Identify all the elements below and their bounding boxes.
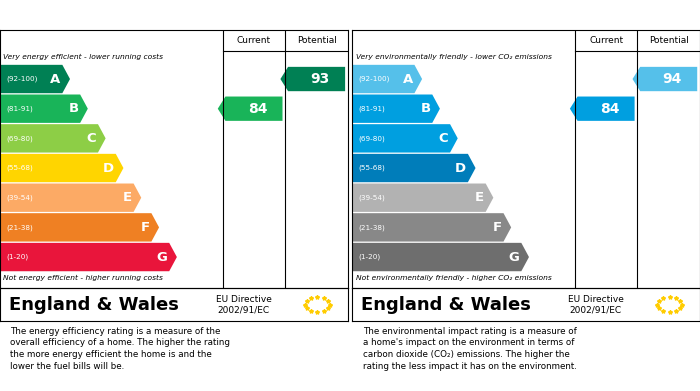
Text: England & Wales: England & Wales bbox=[8, 296, 178, 314]
Text: EU Directive
2002/91/EC: EU Directive 2002/91/EC bbox=[216, 295, 272, 314]
Text: (55-68): (55-68) bbox=[358, 165, 385, 171]
Text: Potential: Potential bbox=[649, 36, 689, 45]
Text: The environmental impact rating is a measure of
a home's impact on the environme: The environmental impact rating is a mea… bbox=[363, 326, 576, 371]
Text: B: B bbox=[69, 102, 78, 115]
Text: (81-91): (81-91) bbox=[6, 106, 33, 112]
Text: F: F bbox=[141, 221, 150, 234]
Text: Energy Efficiency Rating: Energy Efficiency Rating bbox=[8, 9, 181, 22]
Text: Current: Current bbox=[237, 36, 271, 45]
Text: (92-100): (92-100) bbox=[358, 76, 390, 82]
Text: Very energy efficient - lower running costs: Very energy efficient - lower running co… bbox=[4, 54, 164, 60]
Polygon shape bbox=[570, 97, 635, 121]
Polygon shape bbox=[218, 97, 283, 121]
Text: Current: Current bbox=[589, 36, 623, 45]
Text: (1-20): (1-20) bbox=[358, 254, 381, 260]
Polygon shape bbox=[352, 124, 458, 152]
Polygon shape bbox=[281, 67, 345, 91]
Text: (81-91): (81-91) bbox=[358, 106, 385, 112]
Text: C: C bbox=[87, 132, 96, 145]
Polygon shape bbox=[0, 183, 141, 212]
Text: (69-80): (69-80) bbox=[6, 135, 33, 142]
Text: (92-100): (92-100) bbox=[6, 76, 38, 82]
Polygon shape bbox=[0, 95, 88, 123]
Text: 93: 93 bbox=[310, 72, 330, 86]
Text: B: B bbox=[421, 102, 430, 115]
Text: 84: 84 bbox=[248, 102, 267, 116]
Polygon shape bbox=[0, 124, 106, 152]
Text: D: D bbox=[103, 161, 114, 174]
Polygon shape bbox=[352, 65, 422, 93]
Text: E: E bbox=[122, 191, 132, 204]
Text: (39-54): (39-54) bbox=[6, 194, 33, 201]
Text: Not energy efficient - higher running costs: Not energy efficient - higher running co… bbox=[4, 275, 163, 281]
Polygon shape bbox=[0, 213, 159, 242]
Text: 94: 94 bbox=[662, 72, 682, 86]
Polygon shape bbox=[352, 243, 529, 271]
Polygon shape bbox=[352, 213, 511, 242]
Text: A: A bbox=[50, 72, 61, 86]
Polygon shape bbox=[352, 154, 475, 182]
Text: (21-38): (21-38) bbox=[6, 224, 33, 231]
Text: (55-68): (55-68) bbox=[6, 165, 33, 171]
Text: Environmental Impact (CO₂) Rating: Environmental Impact (CO₂) Rating bbox=[360, 9, 607, 22]
Text: (1-20): (1-20) bbox=[6, 254, 29, 260]
Text: EU Directive
2002/91/EC: EU Directive 2002/91/EC bbox=[568, 295, 624, 314]
Text: 84: 84 bbox=[600, 102, 620, 116]
Text: F: F bbox=[493, 221, 502, 234]
Text: Potential: Potential bbox=[297, 36, 337, 45]
Polygon shape bbox=[352, 95, 440, 123]
Text: Very environmentally friendly - lower CO₂ emissions: Very environmentally friendly - lower CO… bbox=[356, 54, 552, 60]
Text: Not environmentally friendly - higher CO₂ emissions: Not environmentally friendly - higher CO… bbox=[356, 275, 552, 281]
Text: D: D bbox=[455, 161, 466, 174]
Text: G: G bbox=[157, 251, 167, 264]
Text: (39-54): (39-54) bbox=[358, 194, 385, 201]
Text: E: E bbox=[475, 191, 484, 204]
Polygon shape bbox=[0, 65, 70, 93]
Text: (21-38): (21-38) bbox=[358, 224, 385, 231]
Text: C: C bbox=[439, 132, 448, 145]
Polygon shape bbox=[0, 243, 177, 271]
Text: A: A bbox=[402, 72, 413, 86]
Text: G: G bbox=[509, 251, 519, 264]
Polygon shape bbox=[0, 154, 123, 182]
Polygon shape bbox=[633, 67, 697, 91]
Text: (69-80): (69-80) bbox=[358, 135, 385, 142]
Text: England & Wales: England & Wales bbox=[360, 296, 531, 314]
Polygon shape bbox=[352, 183, 494, 212]
Text: The energy efficiency rating is a measure of the
overall efficiency of a home. T: The energy efficiency rating is a measur… bbox=[10, 326, 230, 371]
